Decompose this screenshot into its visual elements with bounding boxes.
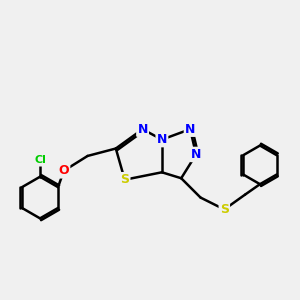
Text: O: O: [58, 164, 69, 177]
Text: Cl: Cl: [34, 155, 46, 165]
Text: N: N: [191, 148, 201, 161]
Text: N: N: [157, 133, 167, 146]
Text: N: N: [137, 123, 148, 136]
Text: N: N: [185, 123, 195, 136]
Text: S: S: [120, 173, 129, 186]
Text: S: S: [220, 203, 229, 216]
